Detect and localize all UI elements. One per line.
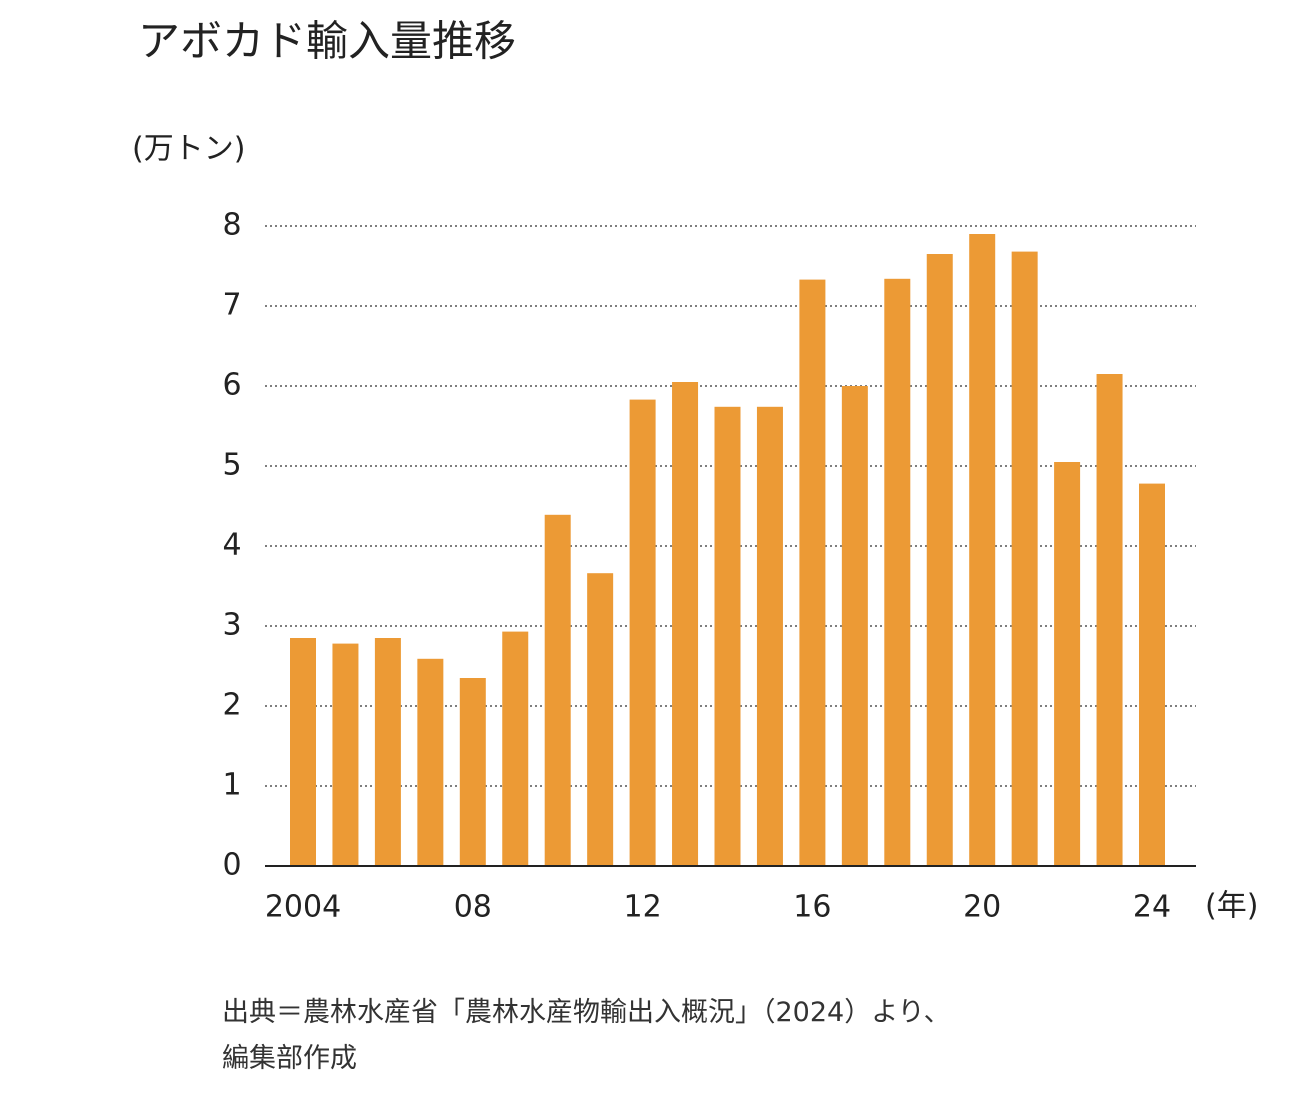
y-tick-label: 0 xyxy=(222,848,241,883)
y-unit: (万トン) xyxy=(132,132,245,167)
y-tick-label: 6 xyxy=(222,368,241,403)
bar xyxy=(841,386,868,866)
y-tick-label: 2 xyxy=(222,688,241,723)
y-tick-label: 5 xyxy=(222,448,241,483)
bar xyxy=(926,254,953,866)
bar xyxy=(799,279,826,867)
y-tick-label: 8 xyxy=(222,208,241,243)
y-tick-label: 4 xyxy=(222,528,241,563)
bar xyxy=(332,643,359,866)
bar xyxy=(290,638,316,866)
bar xyxy=(374,638,401,866)
y-tick-label: 7 xyxy=(222,288,241,323)
bar xyxy=(544,514,571,866)
y-tick-label: 1 xyxy=(222,768,241,803)
bar xyxy=(1054,462,1081,866)
source-line: 編集部作成 xyxy=(222,1043,357,1074)
x-tick-label: 08 xyxy=(454,890,492,925)
x-tick-label: 2004 xyxy=(265,890,341,925)
x-tick-label: 24 xyxy=(1133,890,1171,925)
bar xyxy=(884,278,911,866)
bar xyxy=(1139,483,1165,866)
bar xyxy=(417,658,444,866)
x-tick-label: 16 xyxy=(793,890,831,925)
bar xyxy=(714,406,741,866)
source-line: 出典＝農林水産省「農林水産物輸出入概況」（2024）より、 xyxy=(222,997,951,1028)
bar xyxy=(672,382,699,866)
bar xyxy=(502,631,529,866)
bar xyxy=(1011,251,1038,867)
bar xyxy=(1096,374,1123,866)
chart-title: アボカド輸入量推移 xyxy=(138,17,516,66)
bar xyxy=(629,399,656,866)
y-tick-label: 3 xyxy=(222,608,241,643)
x-tick-label: 12 xyxy=(624,890,662,925)
x-unit: (年) xyxy=(1205,889,1258,924)
bar xyxy=(969,234,996,866)
bar xyxy=(587,573,614,866)
bar xyxy=(756,406,783,866)
x-tick-label: 20 xyxy=(963,890,1001,925)
bar xyxy=(459,678,486,866)
source: 出典＝農林水産省「農林水産物輸出入概況」（2024）より、 編集部作成 xyxy=(222,990,951,1082)
